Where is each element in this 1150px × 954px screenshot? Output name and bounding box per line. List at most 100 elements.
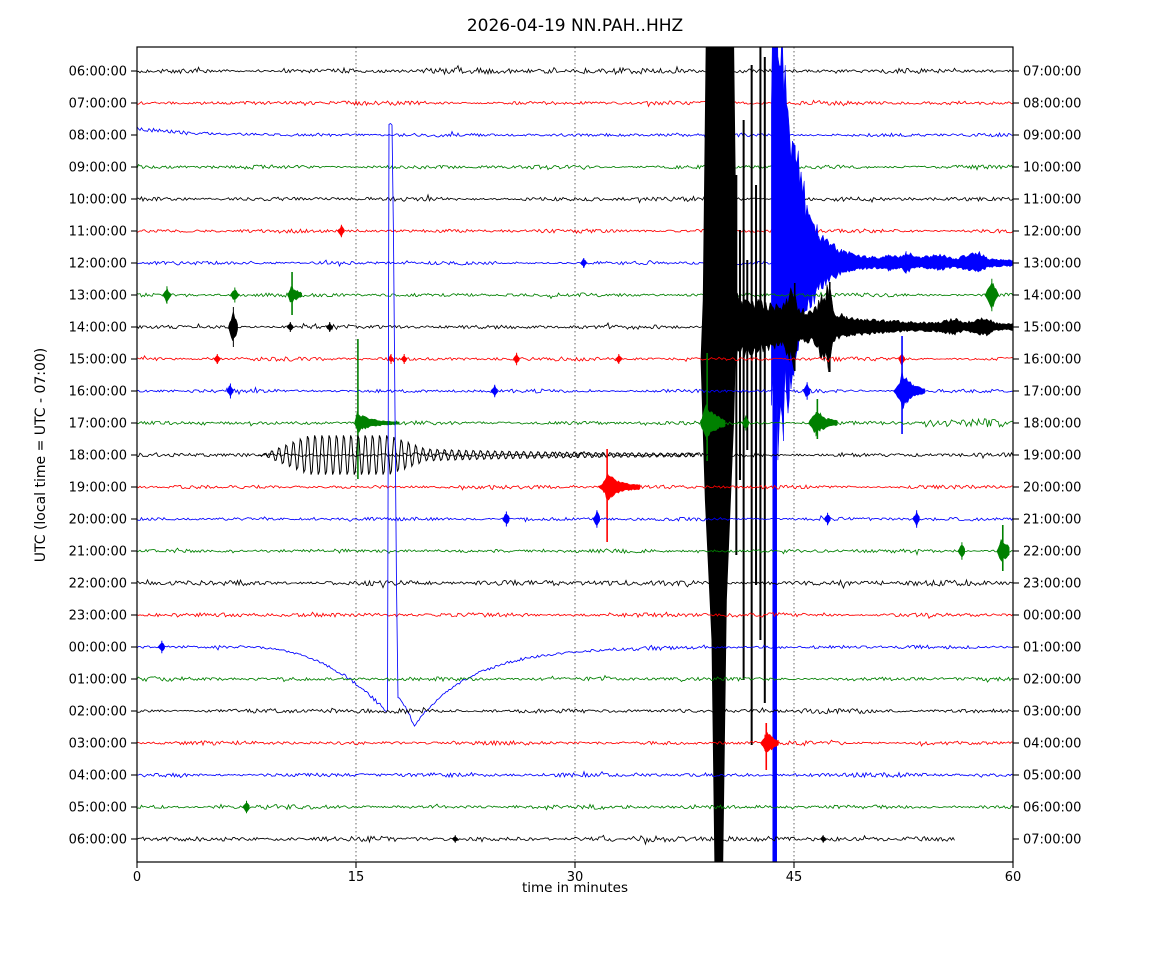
right-time-label: 22:00:00: [1023, 545, 1081, 560]
trace-row-20: [137, 510, 1013, 528]
event-envelope: [808, 411, 838, 437]
event-envelope: [912, 511, 920, 527]
noise-trace: [137, 547, 1013, 557]
wave-packet: [258, 435, 700, 475]
left-time-label: 03:00:00: [69, 737, 127, 752]
trace-row-01: [137, 674, 1013, 683]
left-time-label: 05:00:00: [69, 801, 127, 816]
left-time-label: 04:00:00: [69, 769, 127, 784]
noise-trace: [137, 674, 1013, 683]
right-time-label: 02:00:00: [1023, 673, 1081, 688]
event-envelope: [490, 384, 498, 397]
noise-trace: [137, 228, 1013, 234]
noise-trace: [137, 706, 1013, 715]
noise-trace: [137, 803, 1013, 811]
right-time-label: 15:00:00: [1023, 321, 1081, 336]
trace-row-07: [137, 99, 1013, 108]
noise-trace: [137, 484, 1013, 491]
right-time-label: 04:00:00: [1023, 737, 1081, 752]
left-time-label: 06:00:00: [69, 833, 127, 848]
noise-trace: [137, 770, 1013, 779]
right-time-label: 00:00:00: [1023, 609, 1081, 624]
trace-area: [137, 47, 1013, 862]
trace-row-15: [137, 351, 1013, 367]
right-time-label: 05:00:00: [1023, 769, 1081, 784]
noise-trace: [137, 578, 1013, 590]
right-time-label: 03:00:00: [1023, 705, 1081, 720]
left-time-label: 07:00:00: [69, 97, 127, 112]
x-tick-label: 60: [1005, 870, 1022, 885]
right-time-label: 16:00:00: [1023, 353, 1081, 368]
trace-row-03: [137, 723, 1013, 770]
left-time-label: 11:00:00: [69, 225, 127, 240]
noise-trace: [137, 417, 1013, 428]
trace-row-16: [137, 336, 1013, 434]
event-envelope: [242, 802, 250, 813]
right-time-label: 10:00:00: [1023, 161, 1081, 176]
right-time-label: 01:00:00: [1023, 641, 1081, 656]
left-time-label: 23:00:00: [69, 609, 127, 624]
left-time-label: 16:00:00: [69, 385, 127, 400]
x-tick-label: 30: [567, 870, 584, 885]
event-envelope: [157, 642, 165, 652]
left-time-label: 17:00:00: [69, 417, 127, 432]
trace-row-19: [137, 449, 1013, 542]
right-time-label: 11:00:00: [1023, 193, 1081, 208]
left-time-label: 01:00:00: [69, 673, 127, 688]
x-tick-label: 15: [348, 870, 365, 885]
noise-trace: [137, 99, 1013, 108]
right-time-label: 19:00:00: [1023, 449, 1081, 464]
trace-row-06: [137, 834, 955, 846]
event-envelope: [226, 385, 234, 397]
x-axis-label: time in minutes: [522, 880, 628, 896]
event-envelope: [957, 544, 965, 558]
noise-trace: [137, 163, 1013, 171]
event-envelope: [892, 370, 926, 410]
event-envelope: [802, 383, 811, 397]
axis-tick-labels: 0 15 30 45 60 06:00:00 07:00:00 07:00:00 08:00:0…: [69, 65, 1082, 886]
noise-trace: [137, 355, 1013, 363]
page-title: 2026-04-19 NN.PAH..HHZ: [467, 16, 683, 36]
left-time-label: 12:00:00: [69, 257, 127, 272]
trace-row-04: [137, 770, 1013, 779]
left-time-label: 15:00:00: [69, 353, 127, 368]
right-time-label: 23:00:00: [1023, 577, 1081, 592]
right-time-label: 14:00:00: [1023, 289, 1081, 304]
right-time-label: 09:00:00: [1023, 129, 1081, 144]
left-time-label: 20:00:00: [69, 513, 127, 528]
event-envelope: [733, 284, 1013, 373]
event-envelope: [598, 471, 641, 501]
left-time-label: 02:00:00: [69, 705, 127, 720]
y-axis-label: UTC (local time = UTC - 07:00): [33, 348, 49, 563]
trace-row-06: [137, 64, 1013, 76]
left-time-label: 13:00:00: [69, 289, 127, 304]
right-time-label: 20:00:00: [1023, 481, 1081, 496]
noise-trace: [137, 739, 1013, 747]
left-time-label: 08:00:00: [69, 129, 127, 144]
axis-ticks: [131, 70, 1019, 868]
trace-row-11: [137, 224, 1013, 238]
trace-row-17: [137, 339, 1013, 479]
right-time-label: 21:00:00: [1023, 513, 1081, 528]
trace-row-05: [137, 800, 1013, 814]
right-time-label: 13:00:00: [1023, 257, 1081, 272]
event-envelope: [287, 286, 302, 303]
trace-row-23: [137, 611, 1013, 620]
right-time-label: 07:00:00: [1023, 65, 1081, 80]
left-time-label: 21:00:00: [69, 545, 127, 560]
noise-trace: [137, 193, 1013, 204]
noise-trace: [137, 64, 1013, 76]
trace-row-00: [137, 122, 1013, 727]
trace-row-08: [137, 126, 1013, 140]
trace-row-21: [137, 525, 1013, 571]
right-time-label: 18:00:00: [1023, 417, 1081, 432]
right-time-label: 17:00:00: [1023, 385, 1081, 400]
left-time-label: 09:00:00: [69, 161, 127, 176]
noise-trace: [137, 122, 1013, 727]
right-time-label: 08:00:00: [1023, 97, 1081, 112]
left-time-label: 18:00:00: [69, 449, 127, 464]
left-time-label: 00:00:00: [69, 641, 127, 656]
trace-row-10: [137, 193, 1013, 204]
